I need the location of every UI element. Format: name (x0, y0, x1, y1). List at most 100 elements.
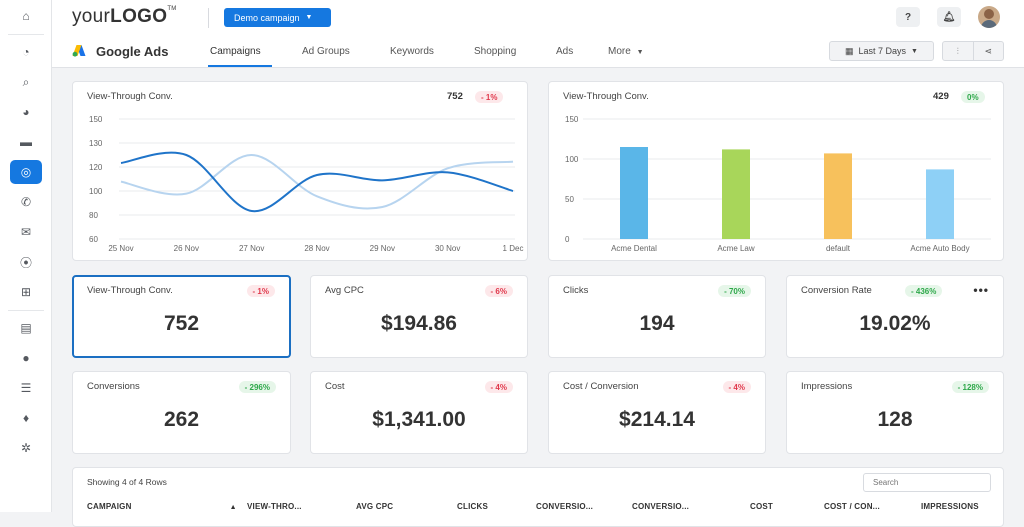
kpi-change-badge: - 436% (905, 285, 943, 297)
tab-campaigns[interactable]: Campaigns (210, 46, 261, 57)
integrations-icon[interactable]: ♦ (22, 411, 30, 425)
caret-down-icon: ▼ (911, 47, 918, 55)
ads-icon[interactable]: ◎ (10, 160, 42, 184)
bar-chart-card: View-Through Conv. 429 0% 150 100 50 0 Acme … (548, 81, 1004, 261)
x-tick-label: Acme Law (717, 244, 755, 253)
pie-chart-icon[interactable]: ◕ (22, 105, 30, 119)
rows-count: Showing 4 of 4 Rows (87, 477, 167, 487)
x-tick-label: 30 Nov (435, 244, 460, 253)
tab-ad-groups[interactable]: Ad Groups (302, 46, 350, 57)
tab-shopping[interactable]: Shopping (474, 46, 517, 57)
topbar-divider (208, 8, 209, 28)
sidebar-divider (8, 34, 44, 35)
kpi-title: View-Through Conv. (87, 285, 173, 296)
kpi-title: Cost / Conversion (563, 381, 639, 392)
line-chart-total: 752 (447, 91, 463, 102)
toolbar-button-group: ⫶ ⋖ (942, 41, 1004, 61)
kpi-change-badge: - 296% (238, 381, 276, 393)
kpi-title: Avg CPC (325, 285, 364, 296)
campaign-selector[interactable]: Demo campaign ▼ (224, 8, 331, 27)
sidebar: ⌂ ◔ ⌕ ◕ ▬ ◎ ✆ ✉ ⦿ ⊞ ▤ ● ☰ ♦ ✲ (0, 0, 52, 512)
kpi-value: $194.86 (381, 312, 457, 335)
cart-icon[interactable]: ⊞ (20, 285, 32, 299)
column-header-cost-per-conversion[interactable]: COST / CON... (824, 502, 880, 511)
kpi-card-conversion-rate[interactable]: Conversion Rate - 436% ••• 19.02% (786, 275, 1004, 358)
line-chart: 150 130 120 100 80 60 25 Nov 26 Nov 27 Nov 28 Nov… (89, 115, 524, 253)
x-tick-label: 27 Nov (239, 244, 264, 253)
kpi-card-avg-cpc[interactable]: Avg CPC - 6% $194.86 (310, 275, 528, 358)
search-icon[interactable]: ⌕ (22, 74, 30, 89)
column-header-cost[interactable]: COST (750, 502, 774, 511)
brand-logo[interactable]: yourLOGOTM (72, 6, 177, 28)
list-icon[interactable]: ☰ (20, 381, 32, 395)
location-icon[interactable]: ⦿ (19, 255, 32, 270)
column-header-impressions[interactable]: IMPRESSIONS (921, 502, 979, 511)
bar-chart-total: 429 (933, 91, 949, 102)
bar (926, 169, 954, 239)
notifications-button[interactable]: 🔔︎ (937, 7, 961, 27)
kpi-change-badge: - 1% (246, 285, 275, 297)
kpi-card-cost-per-conversion[interactable]: Cost / Conversion - 4% $214.14 (548, 371, 766, 454)
y-tick-label: 60 (89, 235, 98, 244)
dashboard-icon[interactable]: ◔ (22, 45, 30, 59)
campaign-table: Showing 4 of 4 Rows CAMPAIGN ▲ VIEW-THRO.… (72, 467, 1004, 527)
tab-ads[interactable]: Ads (556, 46, 574, 57)
user-icon[interactable]: ● (22, 351, 30, 365)
kpi-value: 128 (877, 408, 913, 431)
line-chart-card: View-Through Conv. 752 - 1% 150 130 120 100… (72, 81, 528, 261)
kpi-change-badge: - 4% (722, 381, 751, 393)
x-tick-label: default (826, 244, 851, 253)
chevron-down-icon: ▼ (636, 49, 644, 56)
filter-settings-icon[interactable]: ⫶ (956, 45, 959, 56)
y-tick-label: 120 (89, 163, 103, 172)
kpi-card-cost[interactable]: Cost - 4% $1,341.00 (310, 371, 528, 454)
date-range-label: Last 7 Days (858, 46, 907, 56)
settings-icon[interactable]: ✲ (20, 441, 32, 455)
kpi-title: Conversions (87, 381, 140, 392)
tab-more[interactable]: More ▼ (608, 46, 644, 57)
phone-icon[interactable]: ✆ (20, 195, 32, 209)
kpi-card-clicks[interactable]: Clicks - 70% 194 (548, 275, 766, 358)
tab-keywords[interactable]: Keywords (390, 46, 434, 57)
calendar-icon: ▦ (845, 45, 854, 56)
kpi-value: 194 (639, 312, 675, 335)
report-icon[interactable]: ▤ (20, 321, 32, 335)
kpi-change-badge: - 6% (484, 285, 513, 297)
mail-icon[interactable]: ✉ (20, 225, 32, 239)
kpi-title: Clicks (563, 285, 589, 296)
kpi-title: Cost (325, 381, 345, 392)
chat-icon[interactable]: ▬ (20, 135, 32, 149)
column-header-avg-cpc[interactable]: AVG CPC (356, 502, 394, 511)
series-line (120, 151, 514, 213)
column-label: CAMPAIGN (87, 502, 132, 511)
table-search-input[interactable] (863, 473, 991, 492)
logo-text-your: your (72, 6, 111, 27)
kpi-card-conversions[interactable]: Conversions - 296% 262 (72, 371, 291, 454)
series-line (120, 153, 514, 210)
kpi-value: $1,341.00 (372, 408, 466, 431)
column-header-view-through[interactable]: VIEW-THRO... (247, 502, 302, 511)
y-tick-label: 100 (565, 155, 579, 164)
bar (824, 153, 852, 239)
google-ads-logo-icon (72, 45, 86, 57)
column-header-clicks[interactable]: CLICKS (457, 502, 488, 511)
more-options-icon[interactable]: ••• (973, 283, 989, 297)
kpi-change-badge: - 4% (484, 381, 513, 393)
avatar[interactable] (978, 6, 1000, 28)
x-tick-label: 1 Dec (503, 244, 524, 253)
kpi-card-impressions[interactable]: Impressions - 128% 128 (786, 371, 1004, 454)
tab-more-label: More (608, 46, 631, 57)
kpi-change-badge: - 70% (718, 285, 751, 297)
nav-bar: Google Ads Campaigns Ad Groups Keywords … (52, 35, 1024, 68)
column-header-conversions[interactable]: CONVERSIO... (536, 502, 594, 511)
help-button[interactable]: ? (896, 7, 920, 27)
y-tick-label: 50 (565, 195, 574, 204)
date-range-selector[interactable]: ▦ Last 7 Days ▼ (829, 41, 934, 61)
column-header-campaign[interactable]: CAMPAIGN ▲ (87, 502, 237, 511)
column-header-conversion-rate[interactable]: CONVERSIO... (632, 502, 690, 511)
y-tick-label: 130 (89, 139, 103, 148)
kpi-change-badge: - 128% (951, 381, 989, 393)
kpi-card-view-through-conv[interactable]: View-Through Conv. - 1% 752 (72, 275, 291, 358)
share-icon[interactable]: ⋖ (972, 42, 1004, 60)
home-icon[interactable]: ⌂ (22, 9, 30, 23)
